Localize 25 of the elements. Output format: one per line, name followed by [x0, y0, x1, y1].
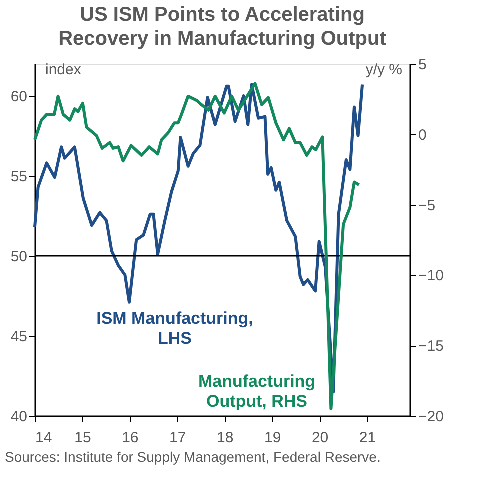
y-tick-label: 60: [10, 88, 28, 106]
y2-tick-label: 5: [418, 56, 427, 74]
series-label: ISM Manufacturing, LHS: [96, 309, 254, 348]
y2-tick-label: −5: [418, 197, 436, 214]
y2-tick-label: −15: [418, 338, 444, 356]
series-label: Manufacturing Output, RHS: [198, 372, 316, 411]
x-tick-label: 16: [122, 430, 139, 446]
y2-axis-title: y/y %: [366, 62, 402, 78]
y-tick-label: 50: [10, 248, 28, 266]
x-tick-label: 17: [170, 430, 186, 446]
chart-title: US ISM Points to Accelerating Recovery in Manufacturing Output: [58, 4, 387, 50]
x-tick-label: 14: [36, 430, 52, 446]
x-tick-label: 20: [312, 430, 329, 446]
y2-tick-label: −10: [418, 268, 444, 285]
y-axis-title: index: [46, 62, 82, 78]
x-tick-label: 18: [217, 430, 234, 446]
y-tick-label: 40: [10, 408, 28, 426]
source-note: Sources: Institute for Supply Management, Federal Reserve.: [5, 449, 381, 465]
y-tick-label: 45: [10, 328, 28, 346]
x-tick-label: 15: [74, 430, 92, 446]
x-tick-label: 19: [264, 430, 282, 446]
y2-tick-label: −20: [418, 408, 444, 426]
y2-tick-label: 0: [418, 126, 427, 144]
x-tick-label: 21: [359, 430, 376, 446]
y-tick-label: 55: [10, 168, 28, 186]
